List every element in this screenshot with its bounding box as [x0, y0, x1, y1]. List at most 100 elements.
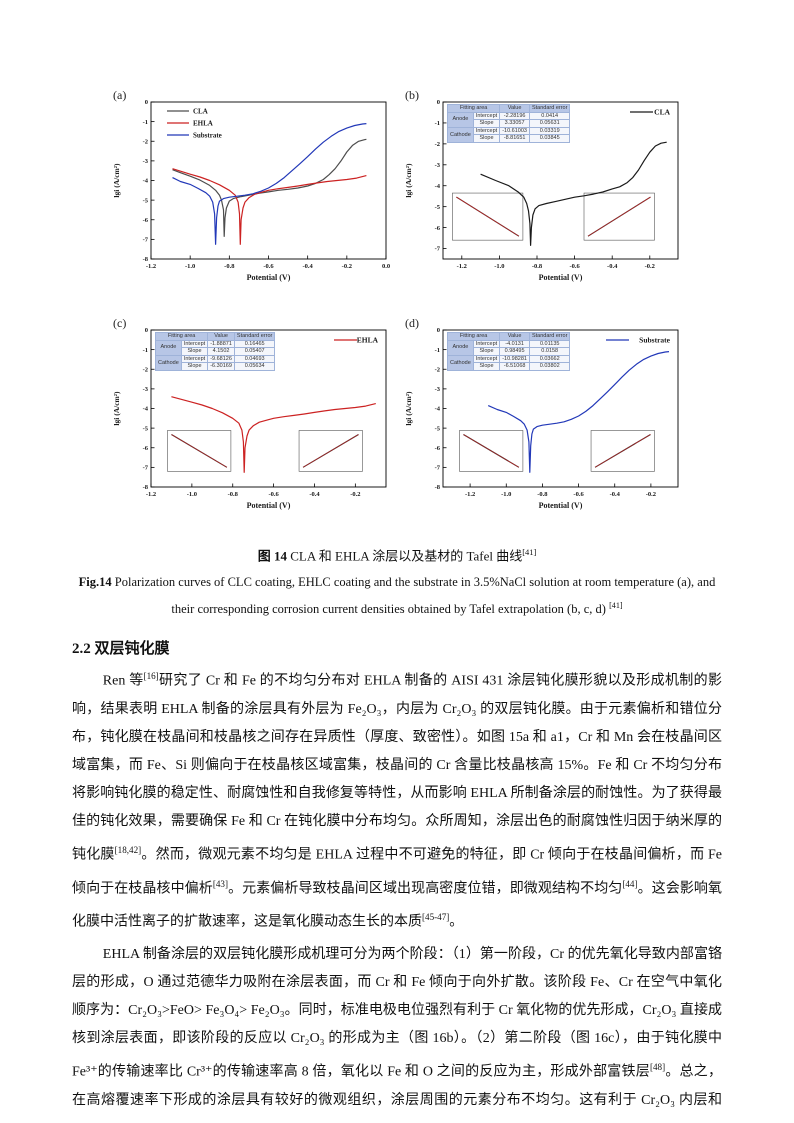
svg-text:-0.6: -0.6 — [263, 263, 274, 270]
legend: CLA EHLA Substrate — [167, 108, 222, 140]
svg-text:-1.2: -1.2 — [457, 263, 467, 270]
axis-frame — [150, 101, 387, 260]
svg-text:EHLA: EHLA — [193, 120, 213, 128]
svg-text:-2: -2 — [143, 366, 148, 373]
svg-text:-0.4: -0.4 — [607, 263, 618, 270]
svg-text:-0.2: -0.2 — [342, 263, 352, 270]
svg-text:-1.0: -1.0 — [494, 263, 504, 270]
polarization-chart-d: -1.2 -1.0 -0.8 -0.6 -0.4 -0.2 0 -1 -2 -3 -4 -5 -6 -7 -… — [404, 327, 679, 510]
svg-text:-3: -3 — [143, 158, 149, 165]
polarization-chart-c: -1.2 -1.0 -0.8 -0.6 -0.4 -0.2 0 -1 -2 -3 -4 -5 -6 -7 -… — [112, 327, 387, 510]
panel-label-b: (b) — [405, 88, 419, 102]
x-axis-label: Potential (V) — [247, 273, 291, 282]
legend: Substrate — [606, 336, 671, 345]
paragraph-2: EHLA 制备涂层的双层钝化膜形成机理可分为两个阶段：（1）第一阶段，Cr 的优… — [72, 947, 722, 1123]
curve-ehla — [172, 168, 367, 245]
figure-caption-zh: 图 14 CLA 和 EHLA 涂层以及基材的 Tafel 曲线[41] — [257, 547, 537, 564]
x-axis-label: Potential (V) — [247, 501, 291, 510]
fit-table-d: Fitting area Value Standard error Anode Inte… — [446, 332, 571, 371]
svg-text:-0.2: -0.2 — [350, 491, 360, 498]
chart-panel-c: (c) -1.2 -1.0 -0.8 -0.6 -0.4 -0.2 0 -1 -2 -3 -4 -5-… — [109, 316, 393, 530]
y-axis-label: lgi (A/cm²) — [112, 391, 121, 426]
svg-text:-6: -6 — [435, 225, 441, 232]
panel-label-d: (d) — [405, 316, 419, 330]
fit-table-c: Fitting area Value Standard error Anode Inte… — [154, 332, 276, 371]
curve-cla — [480, 141, 667, 246]
anode-fit-inset — [298, 430, 363, 472]
svg-text:-2: -2 — [143, 138, 148, 145]
paragraph-1: Ren 等[16]研究了 Cr 和 Fe 的不均匀分布对 EHLA 制备的 AI… — [72, 671, 723, 931]
svg-text:-0.4: -0.4 — [303, 263, 314, 270]
svg-text:-8: -8 — [143, 484, 149, 491]
chart-panel-a: (a) -1.2 -1.0 -0.8 -0.6 -0.4 -0.2 0.0 0 -1 -2 -3 -4… — [109, 88, 393, 302]
curve-ehla — [171, 396, 376, 473]
svg-text:-0.6: -0.6 — [569, 263, 580, 270]
svg-text:-0.6: -0.6 — [268, 491, 279, 498]
svg-text:-5: -5 — [435, 204, 441, 211]
svg-text:-1: -1 — [143, 347, 148, 354]
svg-text:-3: -3 — [435, 386, 441, 393]
svg-text:-4: -4 — [143, 178, 149, 185]
y-axis-label: lgi (A/cm²) — [404, 391, 413, 426]
svg-text:-2: -2 — [435, 141, 440, 148]
svg-text:-0.4: -0.4 — [309, 491, 320, 498]
svg-text:Substrate: Substrate — [193, 132, 222, 140]
svg-text:0: 0 — [437, 327, 440, 334]
svg-text:-1: -1 — [143, 119, 148, 126]
chart-panel-d: (d) -1.2 -1.0 -0.8 -0.6 -0.4 -0.2 0 -1 -2 -3 -4 -5-… — [401, 316, 685, 530]
svg-text:-0.4: -0.4 — [610, 491, 621, 498]
svg-text:-3: -3 — [435, 162, 441, 169]
svg-text:-0.2: -0.2 — [646, 491, 656, 498]
curve-substrate — [487, 351, 670, 473]
x-axis-label: Potential (V) — [539, 273, 583, 282]
svg-text:-1.2: -1.2 — [465, 491, 475, 498]
axis-frame — [442, 101, 679, 260]
svg-text:-6: -6 — [143, 217, 149, 224]
svg-text:-1: -1 — [435, 120, 440, 127]
svg-text:-8: -8 — [143, 256, 149, 263]
svg-text:-0.2: -0.2 — [645, 263, 655, 270]
svg-text:-1.0: -1.0 — [185, 263, 195, 270]
panel-label-a: (a) — [113, 88, 127, 102]
svg-text:-7: -7 — [435, 246, 441, 253]
polarization-chart-a: -1.2 -1.0 -0.8 -0.6 -0.4 -0.2 0.0 0 -1 -2 -3 -4 -5 -6… — [112, 99, 390, 282]
fit-table-b: Fitting area Value Standard error Anode Inte… — [446, 104, 571, 143]
x-axis-label: Potential (V) — [539, 501, 583, 510]
svg-text:-1: -1 — [435, 347, 440, 354]
svg-text:0: 0 — [145, 99, 148, 106]
svg-text:-7: -7 — [143, 237, 149, 244]
svg-text:-5: -5 — [143, 197, 149, 204]
legend: CLA — [630, 108, 671, 117]
svg-text:CLA: CLA — [193, 108, 208, 116]
svg-text:-1.2: -1.2 — [146, 263, 156, 270]
svg-text:Substrate: Substrate — [639, 336, 671, 345]
svg-text:-1.2: -1.2 — [146, 491, 156, 498]
figure-14: (a) -1.2 -1.0 -0.8 -0.6 -0.4 -0.2 0.0 0 -1 -2 -3 -4… — [72, 88, 722, 530]
anode-fit-inset — [583, 192, 655, 241]
y-axis-label: lgi (A/cm²) — [404, 163, 413, 198]
svg-text:0: 0 — [145, 327, 148, 334]
svg-text:-4: -4 — [435, 183, 441, 190]
polarization-chart-b: -1.2 -1.0 -0.8 -0.6 -0.4 -0.2 0 -1 -2 -3 -4 -5 -6 -7 P… — [404, 99, 679, 282]
svg-text:-4: -4 — [143, 406, 149, 413]
svg-text:-7: -7 — [143, 465, 149, 472]
cathode-fit-inset — [167, 430, 232, 472]
svg-text:-5: -5 — [143, 425, 149, 432]
curve-substrate — [172, 123, 367, 245]
svg-text:-0.8: -0.8 — [224, 263, 235, 270]
section-heading: 2.2 双层钝化膜 — [72, 641, 170, 658]
svg-text:-7: -7 — [435, 465, 441, 472]
svg-text:-1.0: -1.0 — [187, 491, 197, 498]
legend: EHLA — [334, 336, 379, 345]
svg-text:-0.8: -0.8 — [228, 491, 239, 498]
svg-text:EHLA: EHLA — [357, 336, 379, 345]
figure-caption-en: Fig.14 Polarization curves of CLC coatin… — [78, 575, 716, 617]
svg-text:-0.6: -0.6 — [573, 491, 584, 498]
svg-text:CLA: CLA — [654, 108, 670, 117]
svg-text:0.0: 0.0 — [382, 263, 390, 270]
svg-text:-0.8: -0.8 — [532, 263, 543, 270]
cathode-fit-inset — [452, 192, 524, 241]
svg-text:-5: -5 — [435, 425, 441, 432]
svg-text:-6: -6 — [435, 445, 441, 452]
